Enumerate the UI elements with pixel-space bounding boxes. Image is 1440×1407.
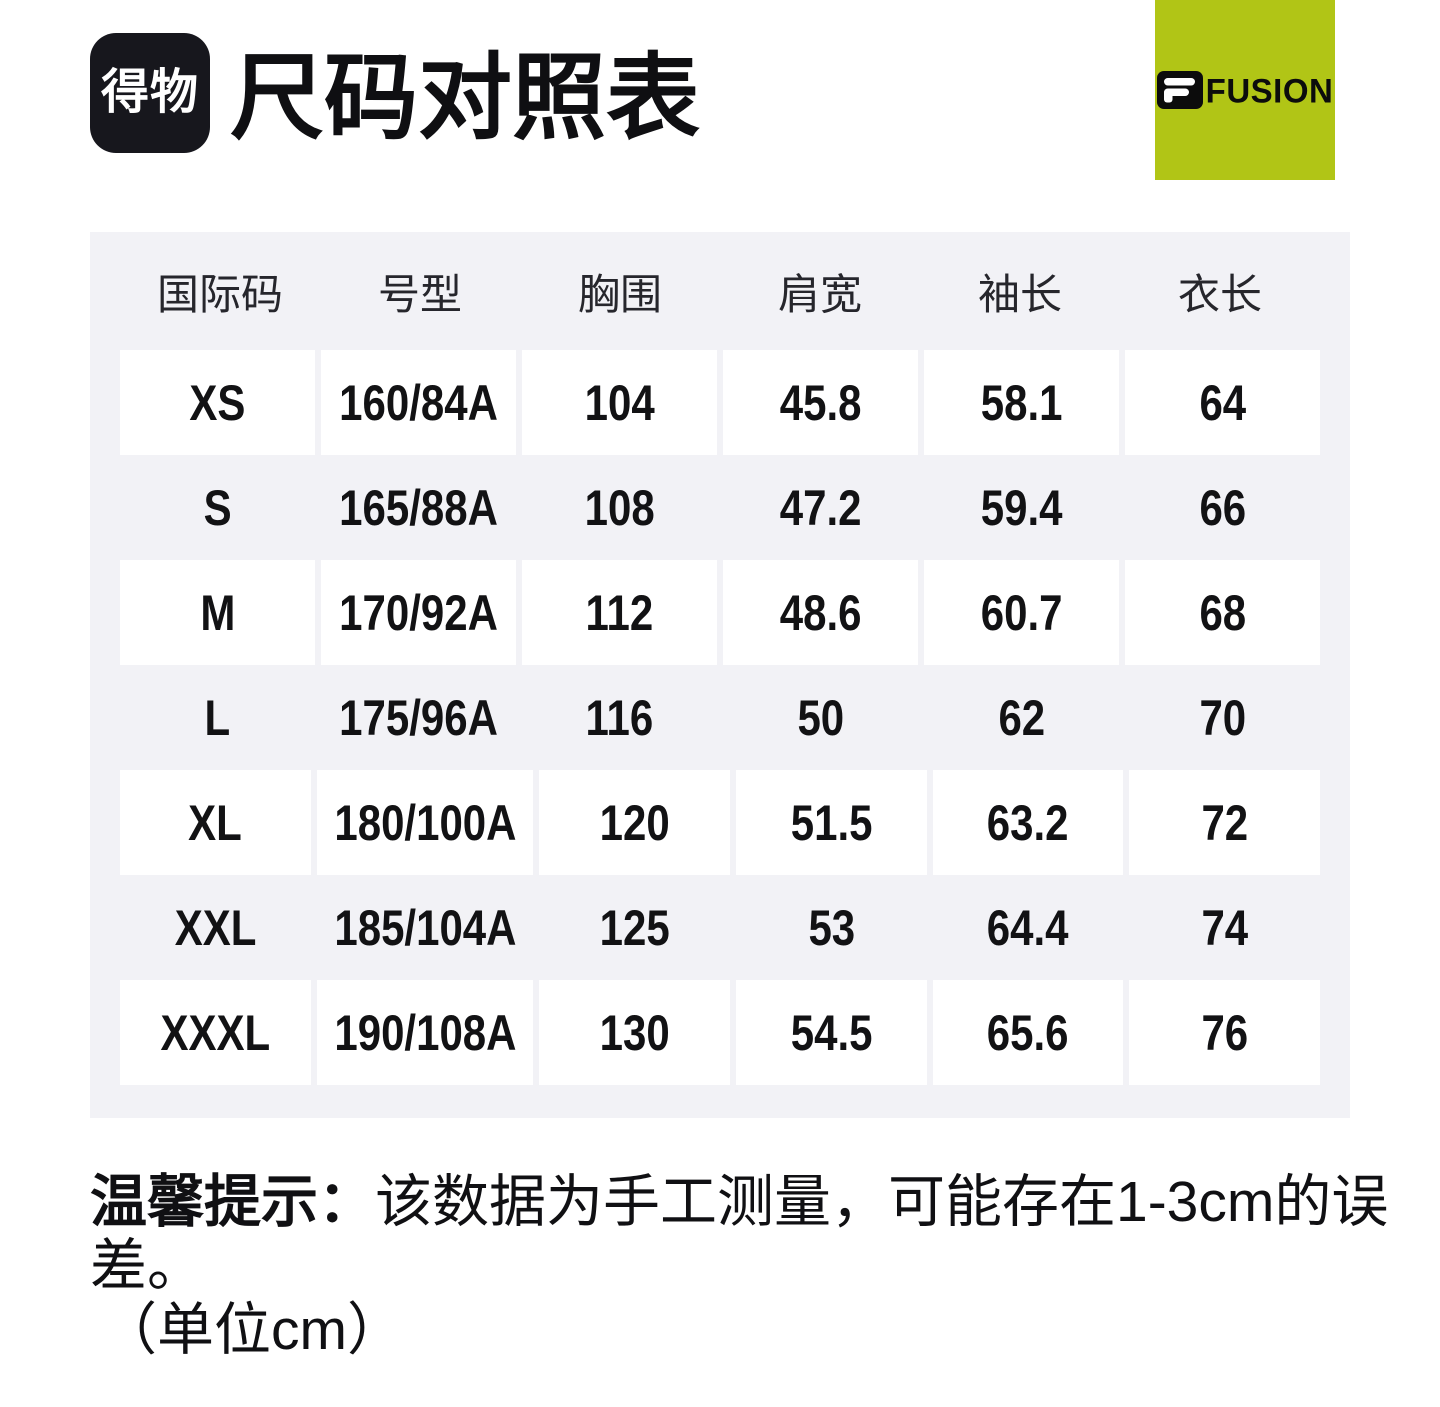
table-cell: 54.5 — [736, 980, 927, 1085]
table-row: L 175/96A 116 50 62 70 — [120, 665, 1320, 770]
table-cell: 48.6 — [723, 560, 918, 665]
fila-fusion-badge: FUSION — [1155, 0, 1335, 180]
table-cell: 108 — [584, 479, 655, 536]
fila-f-box-icon — [1156, 71, 1203, 109]
notice-label: 温馨提示： — [90, 1170, 375, 1234]
table-cell: XXXL — [120, 980, 311, 1085]
table-cell: 112 — [522, 560, 717, 665]
table-row: M 170/92A 112 48.6 60.7 68 — [120, 560, 1320, 665]
table-cell: 64 — [1125, 350, 1320, 455]
table-cell: 50 — [797, 689, 844, 746]
table-cell: XL — [120, 770, 311, 875]
fusion-wordmark: FUSION — [1205, 70, 1334, 110]
table-cell: 53 — [808, 899, 855, 956]
table-cell: 125 — [599, 899, 670, 956]
table-cell: 58.1 — [924, 350, 1119, 455]
table-cell: 185/104A — [333, 899, 517, 956]
table-row: XXXL 190/108A 130 54.5 65.6 76 — [120, 980, 1320, 1085]
dewu-logo: 得物 — [90, 33, 210, 153]
column-header: 胸围 — [577, 270, 662, 318]
table-cell: 64.4 — [987, 899, 1069, 956]
footer-note: 温馨提示：该数据为手工测量，可能存在1-3cm的误差。 （单位cm） — [90, 1170, 1440, 1362]
column-header: 号型 — [377, 270, 462, 318]
table-header-row: 国际码 号型 胸围 肩宽 袖长 衣长 — [120, 232, 1320, 350]
table-cell: 66 — [1199, 479, 1246, 536]
table-cell: 70 — [1199, 689, 1246, 746]
table-cell: 74 — [1201, 899, 1249, 956]
table-cell: 65.6 — [932, 980, 1124, 1085]
table-cell: 180/100A — [316, 770, 534, 875]
table-cell: 160/84A — [321, 350, 516, 455]
column-header: 袖长 — [977, 270, 1062, 318]
table-cell: 175/96A — [339, 689, 498, 746]
table-cell: 170/92A — [321, 560, 516, 665]
table-cell: 63.2 — [932, 770, 1124, 875]
table-cell: 68 — [1125, 560, 1320, 665]
size-table: 国际码 号型 胸围 肩宽 袖长 衣长 XS 160/84A 104 45.8 58.1 64 S 165… — [90, 232, 1350, 1118]
table-cell: 104 — [522, 350, 717, 455]
table-cell: 120 — [539, 770, 731, 875]
table-cell: S — [203, 479, 232, 536]
table-cell: 190/108A — [316, 980, 534, 1085]
table-row: XXL 185/104A 125 53 64.4 74 — [120, 875, 1320, 980]
column-header: 肩宽 — [777, 270, 862, 318]
column-header: 国际码 — [156, 270, 283, 318]
table-cell: 130 — [539, 980, 731, 1085]
table-cell: 51.5 — [736, 770, 927, 875]
table-cell: 60.7 — [924, 560, 1119, 665]
dewu-logo-text: 得物 — [100, 66, 199, 119]
table-cell: XXL — [174, 899, 257, 956]
table-body: XS 160/84A 104 45.8 58.1 64 S 165/88A 108 47.2 59.… — [120, 350, 1320, 1085]
unit-note: （单位cm） — [100, 1298, 404, 1362]
notice-text: 该数据为手工测量，可能存在1-3cm的误差。 — [90, 1170, 1389, 1298]
table-cell: L — [204, 689, 231, 746]
table-cell: 116 — [585, 689, 654, 746]
table-row: XS 160/84A 104 45.8 58.1 64 — [120, 350, 1320, 455]
page-title: 尺码对照表 — [230, 45, 701, 150]
table-row: S 165/88A 108 47.2 59.4 66 — [120, 455, 1320, 560]
table-cell: 45.8 — [723, 350, 918, 455]
table-cell: 76 — [1129, 980, 1320, 1085]
table-cell: 62 — [998, 689, 1045, 746]
table-cell: 47.2 — [779, 479, 862, 536]
table-cell: XS — [120, 350, 315, 455]
table-cell: 72 — [1129, 770, 1320, 875]
table-cell: 165/88A — [339, 479, 498, 536]
table-cell: M — [120, 560, 315, 665]
column-header: 衣长 — [1177, 270, 1262, 318]
notice-line: 温馨提示：该数据为手工测量，可能存在1-3cm的误差。 — [90, 1170, 1440, 1298]
table-cell: 59.4 — [980, 479, 1063, 536]
table-row: XL 180/100A 120 51.5 63.2 72 — [120, 770, 1320, 875]
